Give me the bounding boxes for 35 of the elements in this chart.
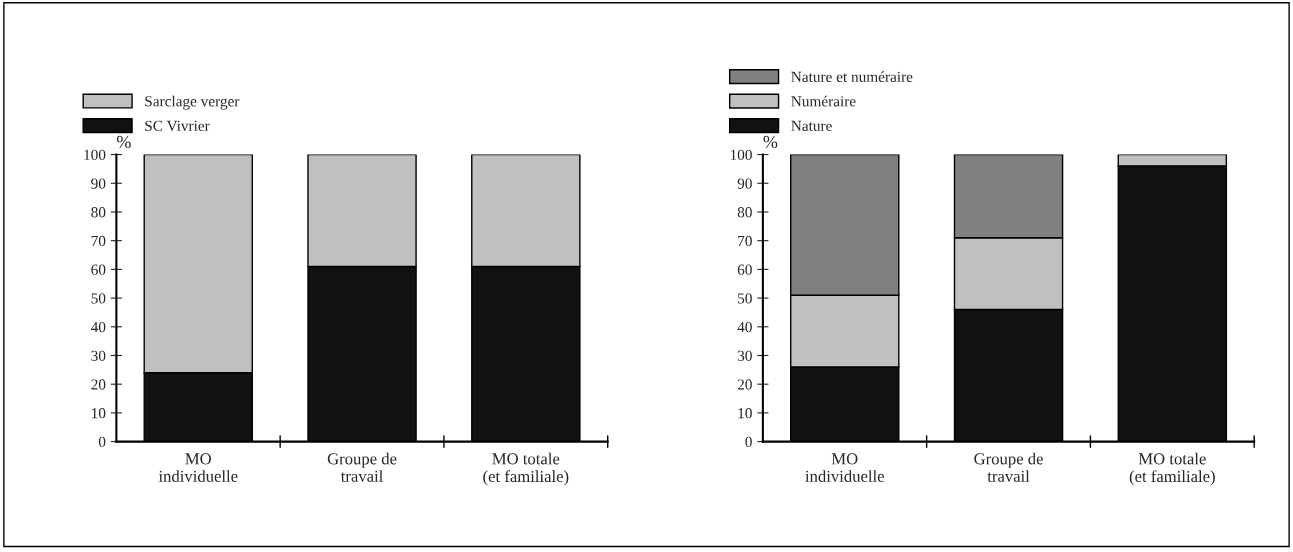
x-tick-label: MO individuelle bbox=[158, 453, 238, 482]
y-tick-label: 70 bbox=[738, 235, 752, 247]
y-tick-label: 20 bbox=[91, 379, 106, 390]
y-tick-label: 30 bbox=[737, 350, 752, 361]
x-tick-label: Groupe de travail bbox=[974, 452, 1043, 482]
y-tick-label: 70 bbox=[91, 235, 106, 247]
y-tick-label: 40 bbox=[90, 321, 106, 333]
legend-label: Numéraire bbox=[791, 95, 856, 107]
x-tick-label: Groupe de travail bbox=[327, 452, 397, 482]
y-tick-label: 0 bbox=[745, 436, 752, 448]
y-tick-label: 10 bbox=[92, 408, 106, 419]
y-tick-label: 100 bbox=[84, 149, 106, 161]
y-tick-label: 90 bbox=[737, 178, 752, 189]
y-tick-label: 50 bbox=[91, 293, 106, 304]
y-axis-title: % bbox=[116, 135, 131, 149]
legend-label: Nature bbox=[791, 120, 832, 131]
y-tick-label: 80 bbox=[737, 207, 752, 218]
y-tick-label: 60 bbox=[91, 264, 106, 275]
y-tick-label: 30 bbox=[91, 350, 106, 361]
x-tick-label: MO totale (et familiale) bbox=[1129, 452, 1215, 486]
legend-label: Sarclage verger bbox=[145, 95, 240, 110]
x-tick-label: MO individuelle bbox=[805, 453, 884, 482]
legend-label: Nature et numéraire bbox=[791, 71, 913, 83]
y-tick-label: 10 bbox=[738, 408, 752, 419]
y-tick-label: 60 bbox=[737, 264, 752, 275]
y-tick-label: 0 bbox=[98, 436, 106, 448]
y-axis-title: % bbox=[763, 135, 778, 149]
y-tick-label: 50 bbox=[738, 293, 752, 304]
y-tick-label: 100 bbox=[730, 149, 752, 161]
x-tick-label: MO totale (et familiale) bbox=[483, 452, 569, 486]
legend-label: SC Vivrier bbox=[145, 120, 210, 132]
y-tick-label: 90 bbox=[91, 178, 106, 189]
y-tick-label: 80 bbox=[91, 207, 106, 218]
y-tick-label: 20 bbox=[737, 379, 752, 390]
y-tick-label: 40 bbox=[737, 321, 752, 333]
